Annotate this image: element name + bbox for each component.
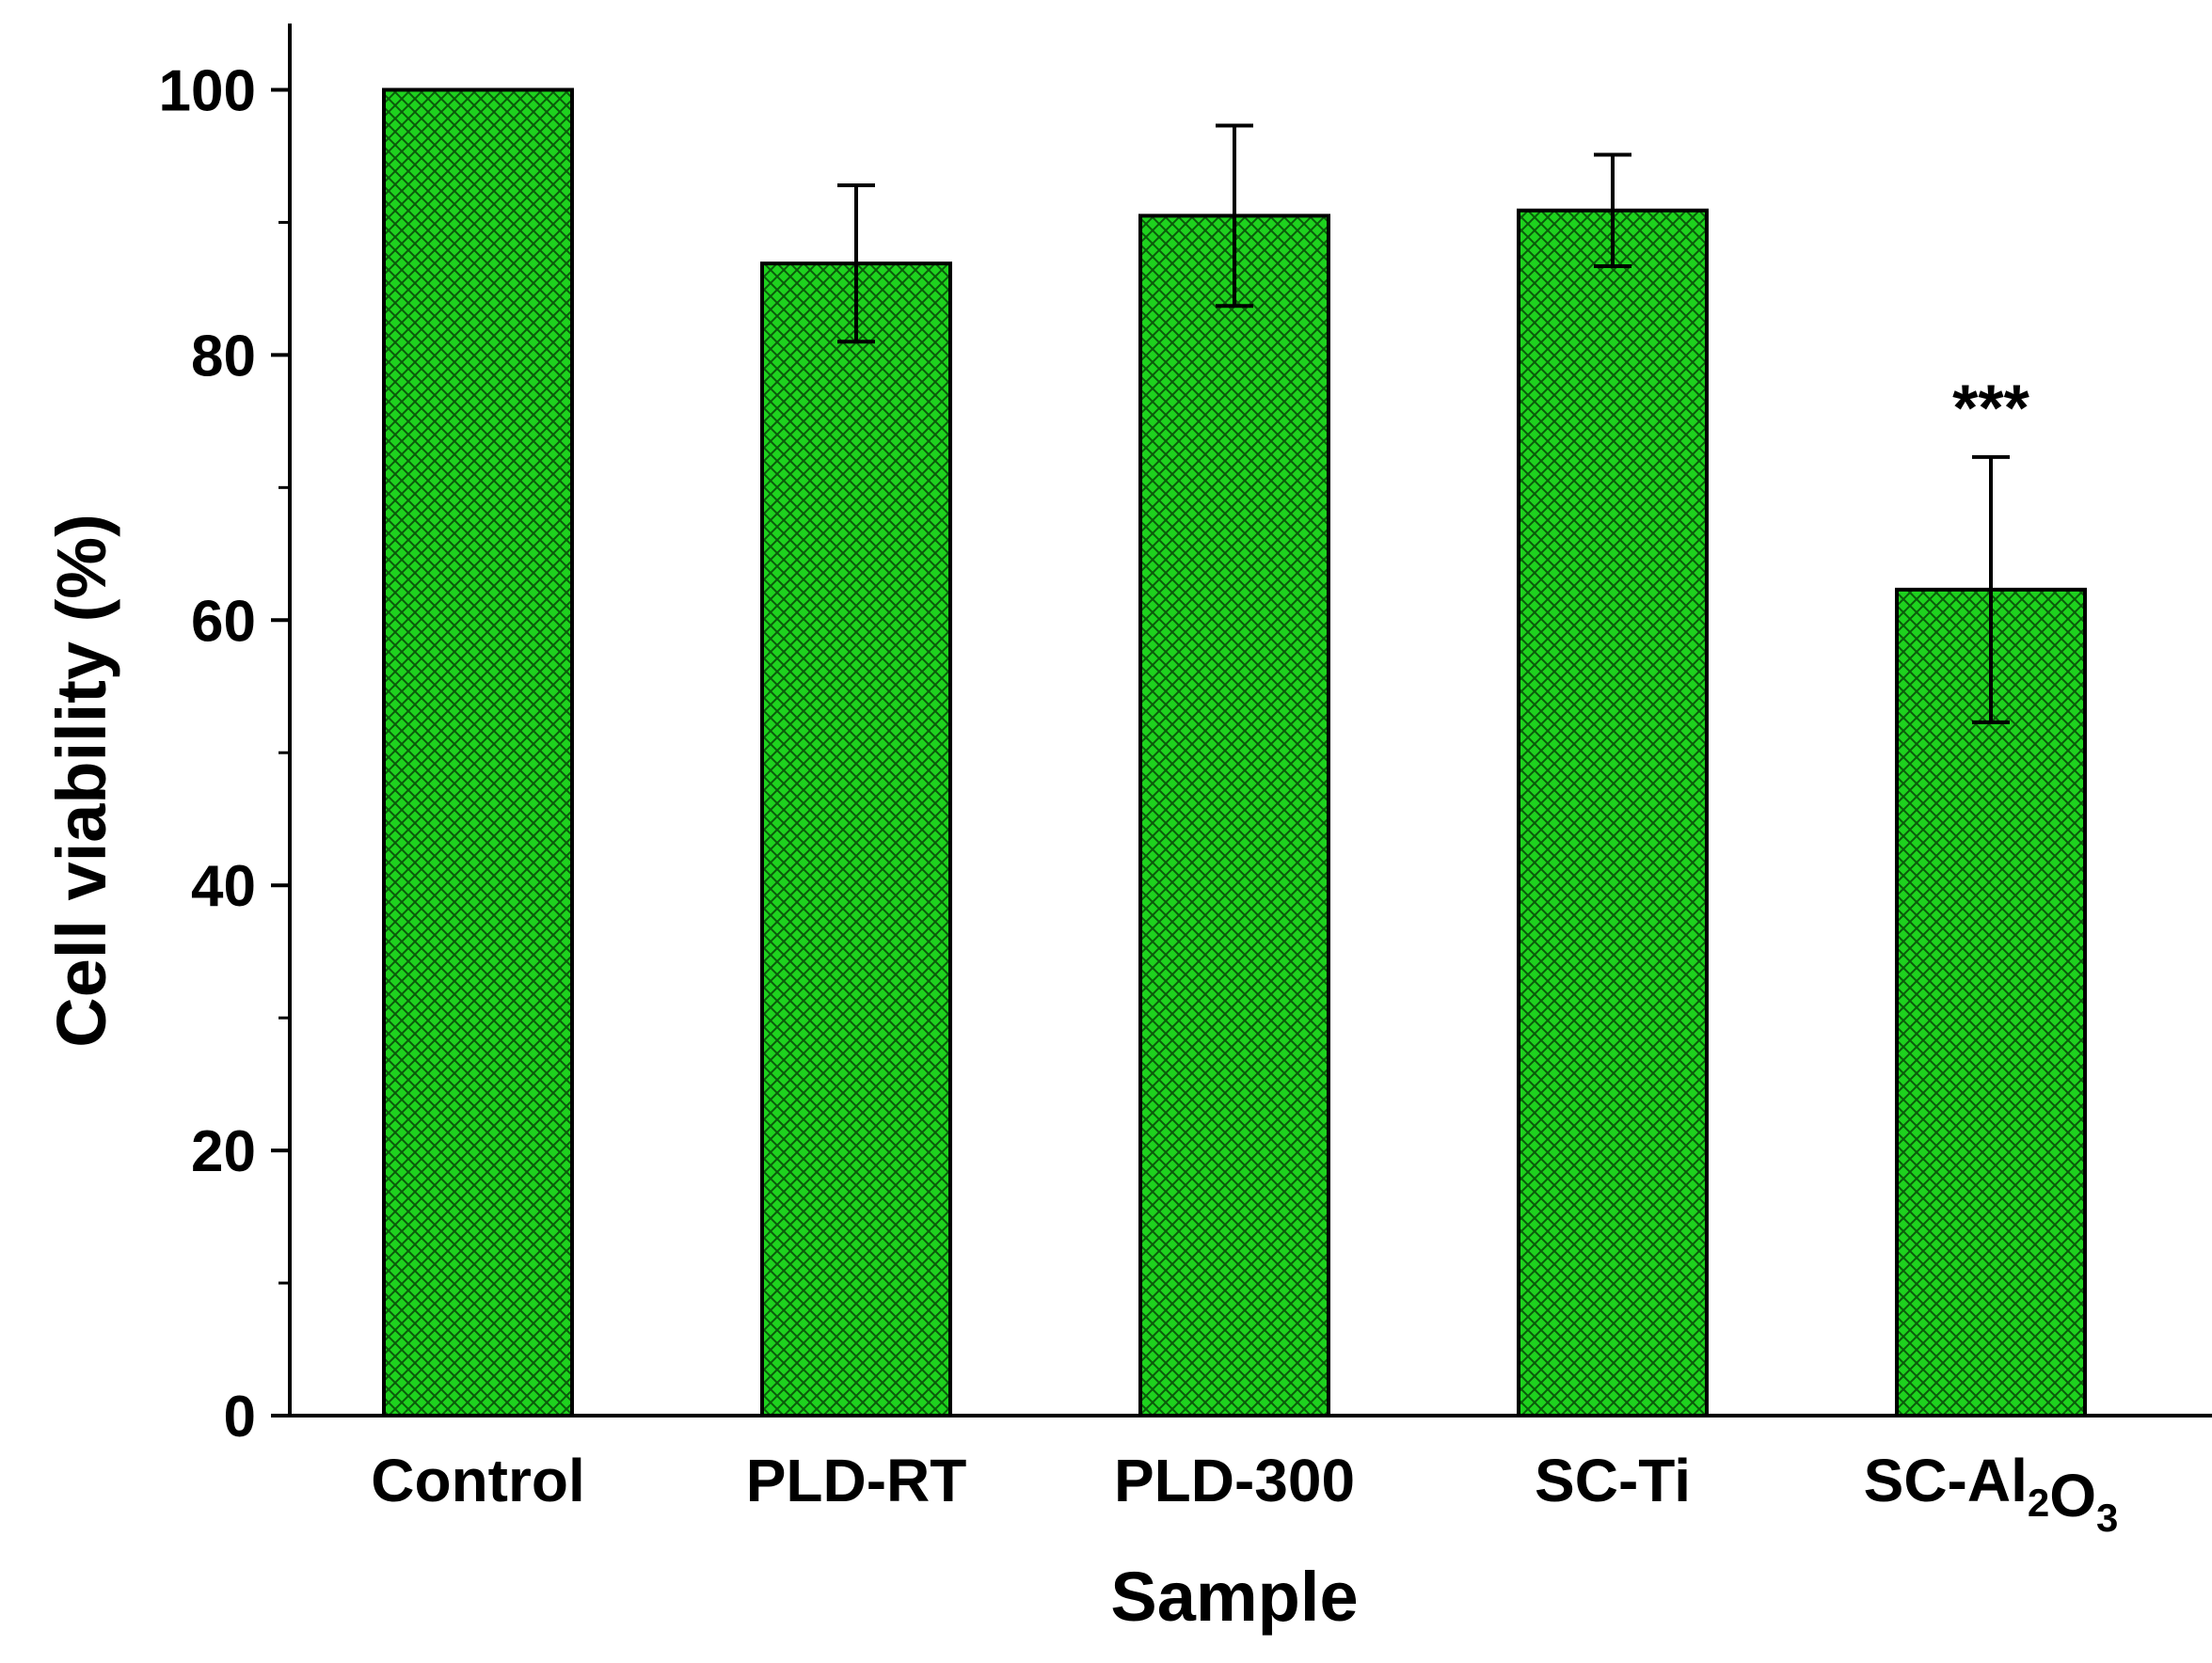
error-bars-layer <box>837 123 2010 724</box>
x-tick-label-part: Control <box>371 1447 585 1514</box>
y-tick-label: 0 <box>224 1385 256 1449</box>
y-tick-label: 20 <box>191 1119 256 1184</box>
error-bar-pld-300 <box>1216 123 1253 309</box>
x-tick-label: Control <box>371 1447 585 1514</box>
y-tick-label: 80 <box>191 324 256 388</box>
axes-layer <box>271 24 2212 1418</box>
y-tick-label: 100 <box>159 58 256 123</box>
x-tick-label: PLD-RT <box>746 1447 967 1514</box>
error-bar-sc-al2o3 <box>1972 454 2010 724</box>
labels-layer: 0 20 40 60 80 100 Control PLD-RT PLD-300 SC-Ti SC-… <box>42 58 2118 1636</box>
x-tick-label-subscript: 2 <box>2028 1481 2049 1525</box>
x-tick-label-part: SC-Ti <box>1535 1447 1691 1514</box>
bar-pld-300 <box>1138 214 1330 1418</box>
y-tick-label: 60 <box>191 589 256 654</box>
bar-pld-rt <box>760 261 952 1418</box>
x-tick-label-part: SC-Al <box>1864 1447 2028 1514</box>
x-tick-label: PLD-300 <box>1114 1447 1355 1514</box>
y-tick-label: 40 <box>191 854 256 919</box>
bar-control <box>382 87 574 1418</box>
x-tick-label: SC-Ti <box>1535 1447 1691 1514</box>
y-axis-title: Cell viability (%) <box>42 514 120 1047</box>
bar-sc-ti <box>1517 208 1709 1418</box>
x-tick-label-part: PLD-300 <box>1114 1447 1355 1514</box>
x-tick-label-part: PLD-RT <box>746 1447 967 1514</box>
x-axis-title: Sample <box>1110 1558 1358 1636</box>
x-tick-label-part: O <box>2049 1462 2096 1529</box>
error-bar-pld-rt <box>837 182 875 344</box>
bar-sc-al2o3 <box>1895 587 2087 1418</box>
error-bar-sc-ti <box>1594 152 1631 268</box>
significance-annotation: *** <box>1952 372 2029 445</box>
x-tick-label: SC-Al2O3 <box>1864 1447 2119 1540</box>
x-tick-label-subscript: 3 <box>2096 1496 2118 1540</box>
